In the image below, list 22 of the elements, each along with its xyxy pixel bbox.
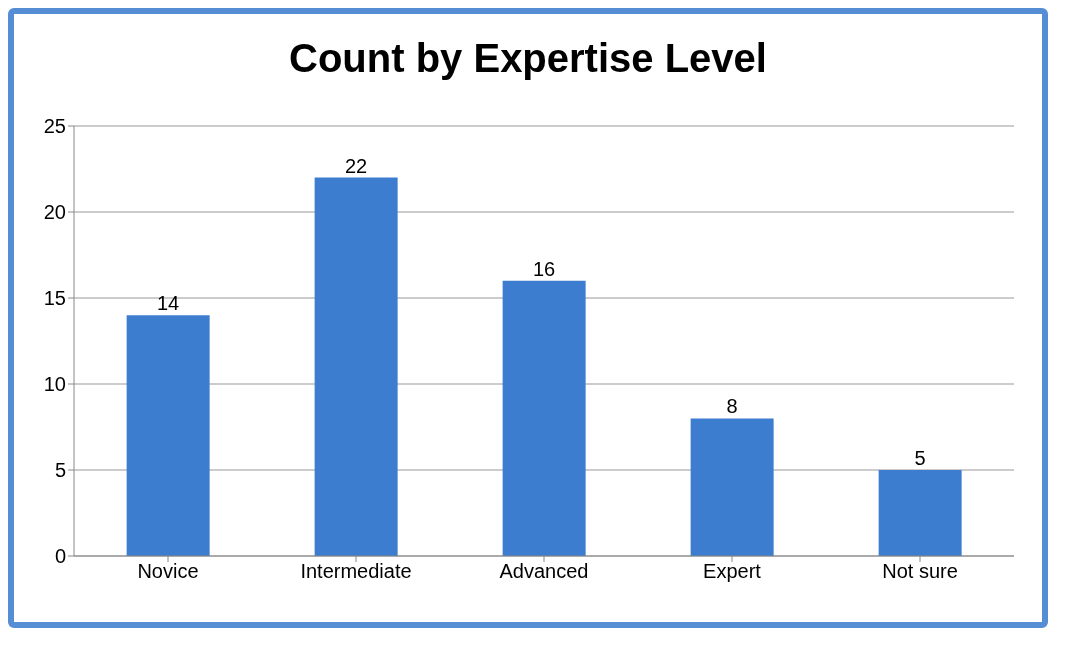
x-tick-label: Not sure bbox=[882, 560, 958, 583]
data-label: 8 bbox=[726, 395, 738, 418]
data-label: 22 bbox=[345, 154, 368, 177]
y-tick-label: 25 bbox=[43, 115, 66, 138]
bar bbox=[878, 470, 962, 556]
y-tick-label: 5 bbox=[54, 459, 66, 482]
y-tick-label: 15 bbox=[43, 287, 66, 310]
y-tick-label: 10 bbox=[43, 373, 66, 396]
data-label: 14 bbox=[157, 292, 180, 315]
x-tick-label: Expert bbox=[703, 560, 762, 583]
data-label: 16 bbox=[533, 257, 556, 280]
y-tick-label: 0 bbox=[54, 545, 66, 568]
bar bbox=[690, 418, 774, 556]
bar bbox=[502, 280, 586, 556]
x-tick-label: Novice bbox=[137, 560, 199, 583]
y-tick-label: 20 bbox=[43, 201, 66, 224]
x-tick-label: Advanced bbox=[499, 560, 589, 583]
x-tick-label: Intermediate bbox=[300, 560, 412, 583]
bar bbox=[126, 315, 210, 556]
bar bbox=[314, 177, 398, 556]
data-label: 5 bbox=[914, 447, 926, 469]
chart-title: Count by Expertise Level bbox=[288, 36, 768, 82]
